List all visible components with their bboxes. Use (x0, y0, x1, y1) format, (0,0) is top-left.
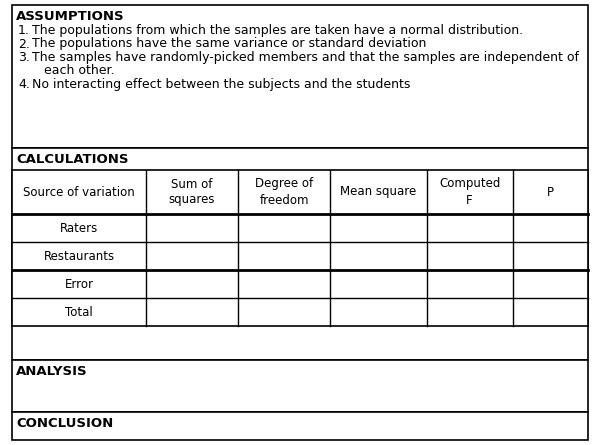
Text: Source of variation: Source of variation (23, 186, 135, 198)
Text: The samples have randomly-picked members and that the samples are independent of: The samples have randomly-picked members… (32, 51, 579, 64)
Bar (12, 412, 588, 440)
Text: Error: Error (65, 278, 94, 291)
Text: No interacting effect between the subjects and the students: No interacting effect between the subjec… (32, 78, 410, 91)
Bar (12, 148, 588, 360)
Text: P: P (547, 186, 554, 198)
Text: 4.: 4. (18, 78, 30, 91)
Text: Total: Total (65, 306, 93, 319)
Text: The populations from which the samples are taken have a normal distribution.: The populations from which the samples a… (32, 24, 523, 37)
Text: 3.: 3. (18, 51, 30, 64)
Text: Computed
F: Computed F (439, 178, 500, 206)
Text: The populations have the same variance or standard deviation: The populations have the same variance o… (32, 37, 427, 50)
Text: Degree of
freedom: Degree of freedom (255, 178, 313, 206)
Text: Sum of
squares: Sum of squares (169, 178, 215, 206)
Text: 2.: 2. (18, 37, 30, 50)
Text: CONCLUSION: CONCLUSION (16, 417, 113, 430)
Bar (12, 5, 588, 148)
Text: ANALYSIS: ANALYSIS (16, 365, 88, 378)
Text: CALCULATIONS: CALCULATIONS (16, 153, 128, 166)
Text: Raters: Raters (60, 222, 98, 235)
Text: 1.: 1. (18, 24, 30, 37)
Bar (12, 170, 588, 326)
Text: Mean square: Mean square (340, 186, 416, 198)
Bar (12, 360, 588, 412)
Text: Restaurants: Restaurants (43, 250, 115, 263)
Text: each other.: each other. (44, 65, 115, 77)
Text: ASSUMPTIONS: ASSUMPTIONS (16, 10, 125, 23)
